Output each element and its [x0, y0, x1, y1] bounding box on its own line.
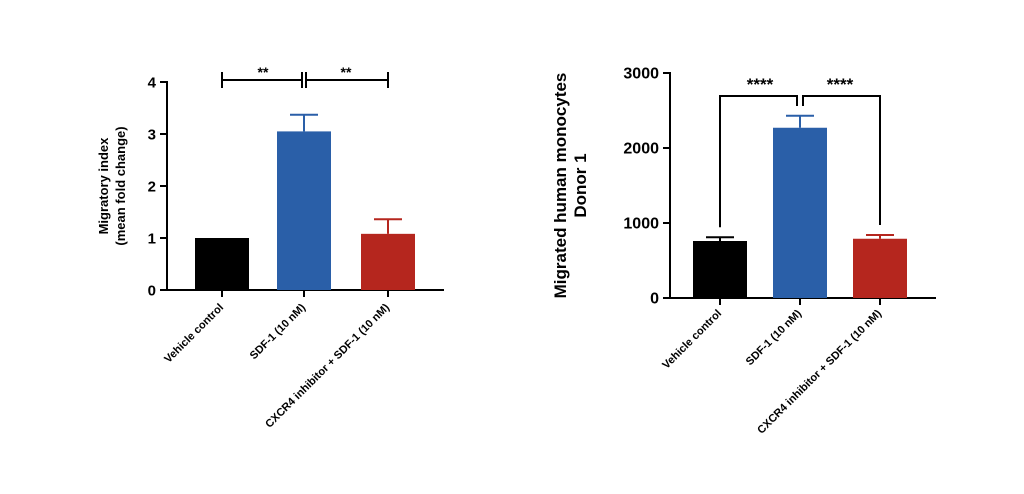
y-tick-label: 0 [148, 282, 156, 299]
bar [773, 127, 827, 298]
significance-label: **** [747, 75, 774, 94]
y-tick-label: 0 [650, 291, 659, 308]
y-tick-label: 3 [148, 126, 156, 143]
y-tick-label: 1000 [623, 216, 659, 233]
y-axis-label: Migratory index [96, 137, 111, 235]
x-tick-label: Vehicle control [660, 308, 724, 372]
significance-bracket: ** [221, 64, 303, 88]
significance-label: ** [258, 64, 269, 80]
x-tick-label: CXCR4 inhibitor + SDF-1 (10 nM) [755, 307, 884, 436]
y-tick-label: 3000 [623, 66, 659, 83]
y-tick-label: 4 [148, 74, 157, 91]
bar [195, 238, 249, 290]
significance-bracket: ** [305, 64, 389, 88]
y-tick-label: 2000 [623, 141, 659, 158]
y-axis-label: Migrated human monocytes [551, 73, 570, 299]
significance-bracket: **** [719, 75, 798, 228]
significance-label: **** [827, 75, 854, 94]
bar [277, 131, 331, 290]
y-axis-label: (mean fold change) [113, 126, 128, 245]
chart-migrated-monocytes: 0 1000 2000 3000 Migrated human monocytes Don… [551, 66, 936, 436]
significance-bracket: **** [802, 75, 881, 225]
bar [693, 241, 747, 298]
x-tick-label: Vehicle control [162, 302, 226, 366]
bar [361, 233, 415, 290]
y-tick-label: 2 [148, 178, 156, 195]
chart-migratory-index: 0 1 2 3 4 Migratory index (mean fold change) Ve… [96, 64, 444, 430]
bar [853, 238, 907, 298]
y-axis-label: Donor 1 [571, 153, 590, 217]
significance-label: ** [341, 64, 352, 80]
x-tick-label: SDF-1 (10 nM) [248, 301, 309, 362]
x-tick-label: SDF-1 (10 nM) [744, 307, 805, 368]
y-tick-label: 1 [148, 230, 156, 247]
